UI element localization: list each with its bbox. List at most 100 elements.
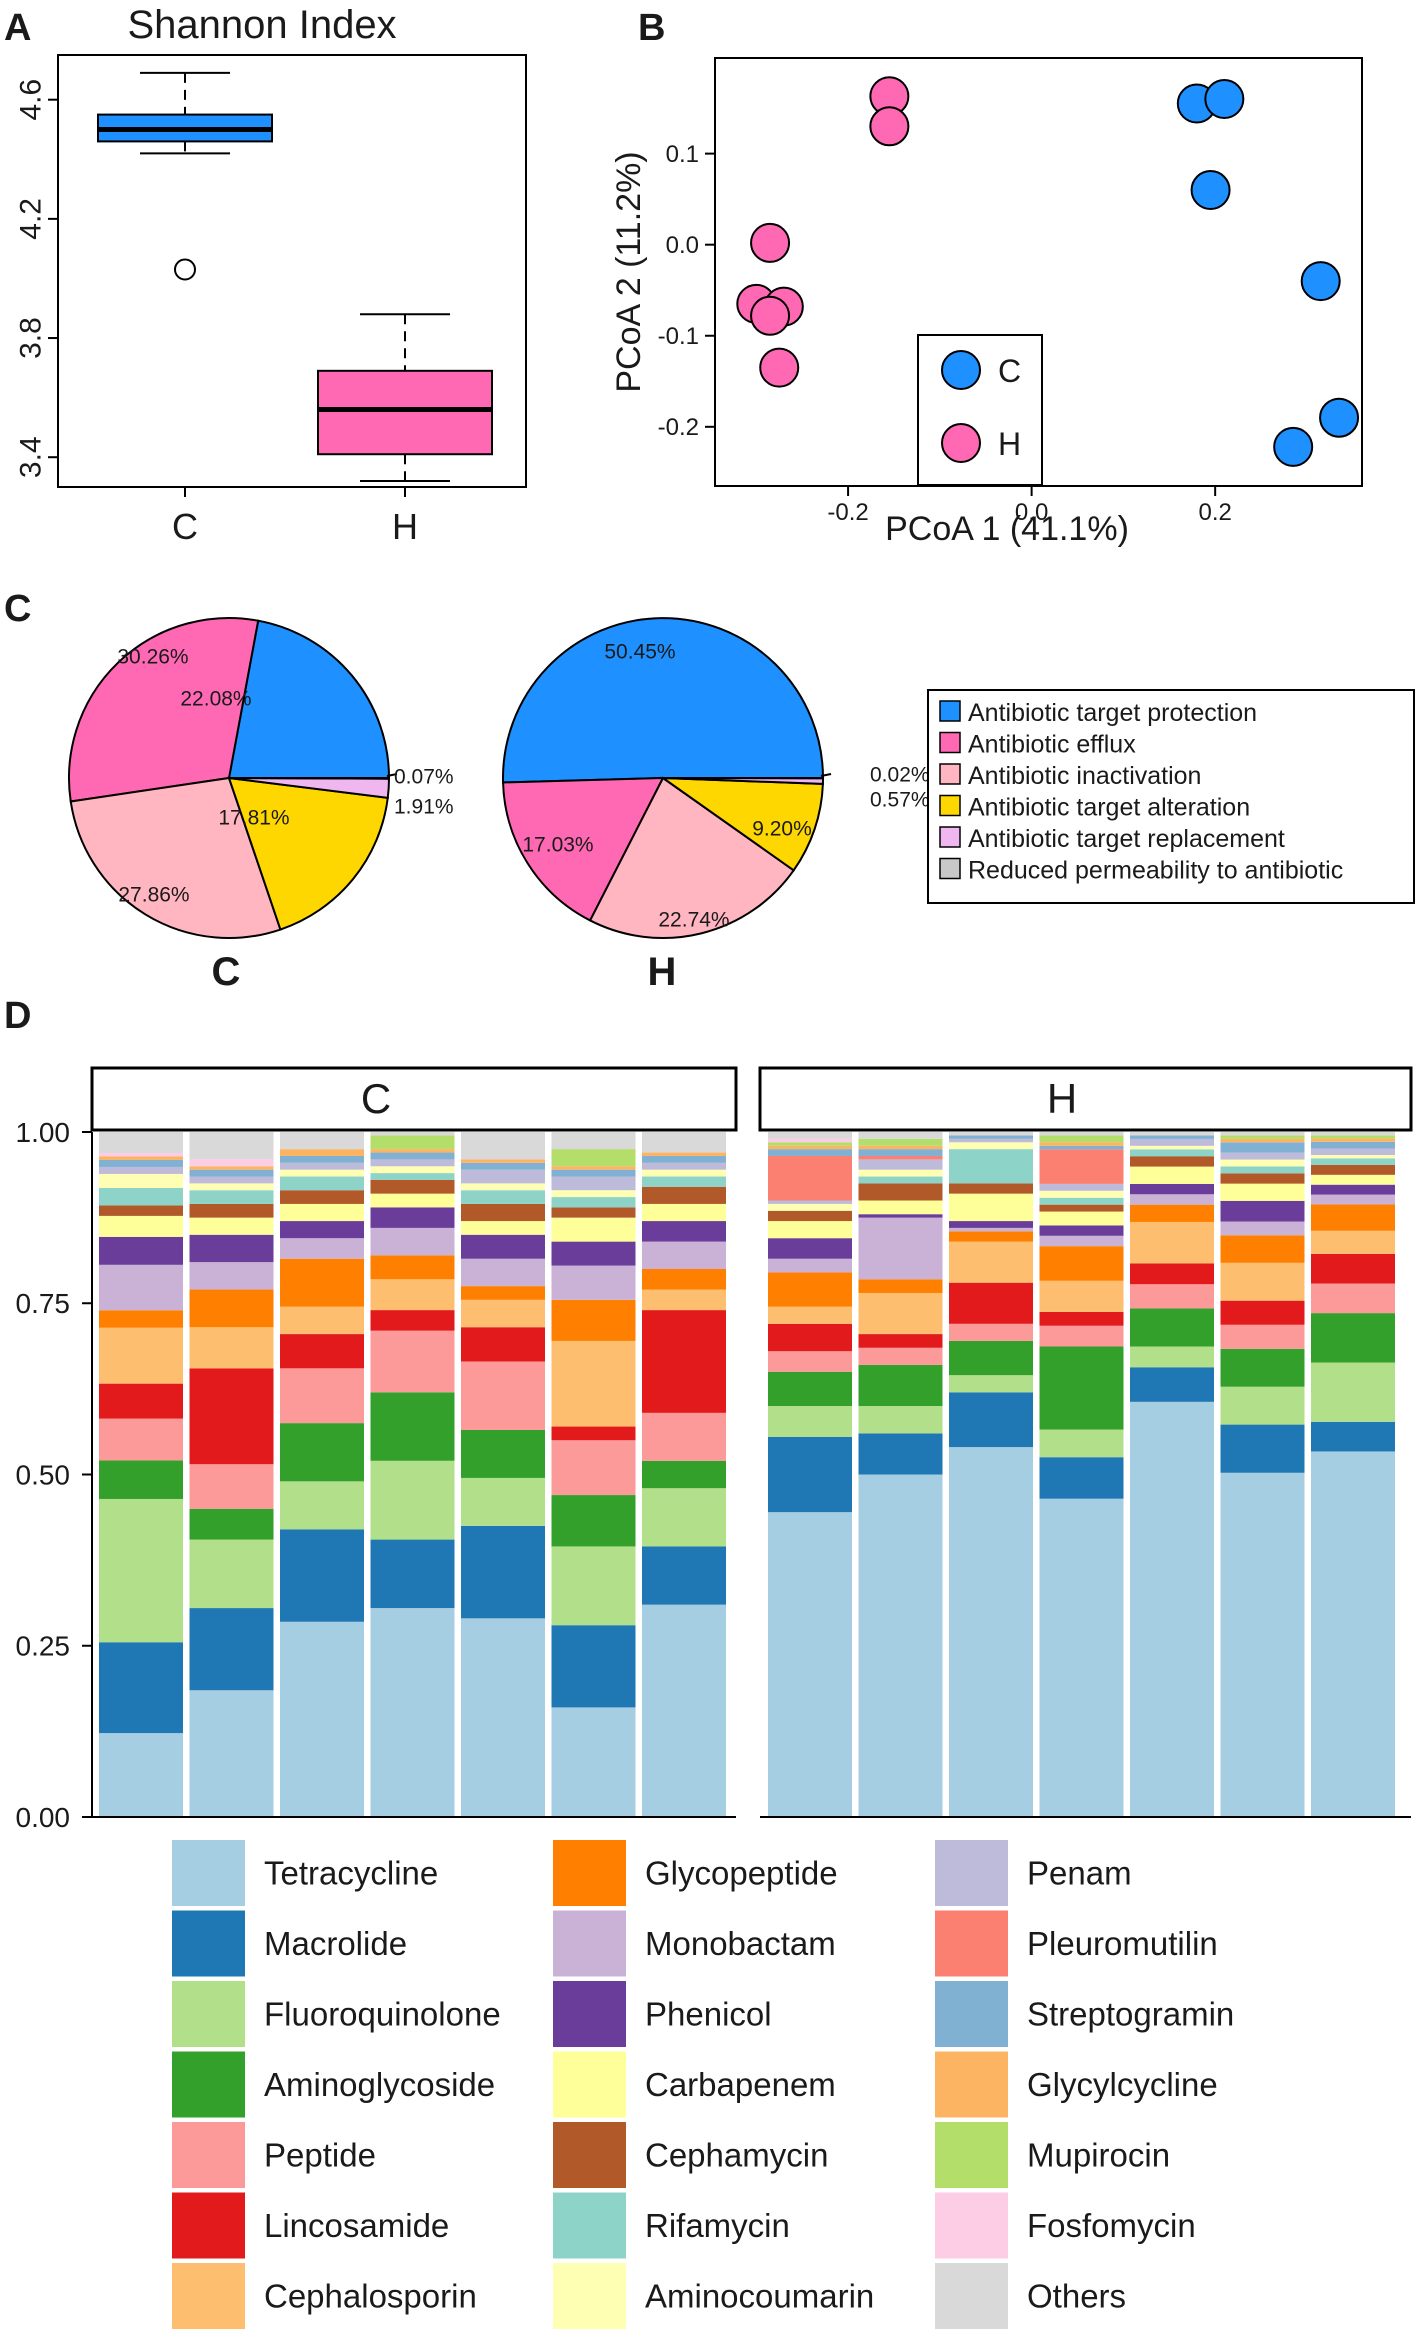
bar-h-segment: [1130, 1401, 1214, 1817]
facet-strip-c-label: C: [361, 1075, 391, 1122]
bar-h-segment: [1130, 1166, 1214, 1184]
bar-c-segment: [280, 1368, 364, 1424]
bar-h-segment: [949, 1241, 1033, 1283]
panel-b-x-tick-label: -0.2: [827, 499, 868, 526]
bar-c-segment: [99, 1383, 183, 1419]
bar-c-segment: [551, 1625, 636, 1708]
bar-c-segment: [461, 1190, 545, 1204]
panel-b-y-tick-label: -0.1: [658, 323, 699, 350]
bar-c-segment: [99, 1733, 183, 1817]
bar-h-segment: [949, 1135, 1033, 1139]
bar-c-segment: [99, 1264, 183, 1311]
panel-b-point-c: [1273, 426, 1314, 467]
bar-h-segment: [768, 1138, 852, 1143]
bar-h-segment: [1311, 1451, 1395, 1817]
bar-h-segment: [768, 1272, 852, 1307]
bar-c-segment: [370, 1392, 455, 1461]
bar-c-segment: [642, 1269, 726, 1290]
bar-h-segment: [1311, 1164, 1395, 1175]
bar-c-segment: [551, 1707, 636, 1817]
bar-h-segment: [949, 1282, 1033, 1324]
panel-a-box-h: [317, 369, 493, 456]
bar-c-segment: [280, 1162, 364, 1170]
bar-c-segment: [642, 1132, 726, 1153]
panel-c-legend-key: [939, 731, 961, 754]
bar-c-segment: [461, 1258, 545, 1287]
bar-h-segment: [768, 1203, 852, 1211]
bar-c-segment: [370, 1166, 455, 1174]
bar-h-segment: [858, 1292, 943, 1335]
bar-h-segment: [768, 1142, 852, 1146]
bar-c-segment: [461, 1618, 545, 1817]
bar-h-segment: [858, 1347, 943, 1365]
panel-d-legend-key: [935, 2122, 1008, 2188]
bar-c-segment: [642, 1460, 726, 1489]
bar-h-segment: [1039, 1235, 1124, 1247]
bar-c-segment: [99, 1166, 183, 1174]
bar-c-segment: [461, 1525, 545, 1619]
bar-c-segment: [370, 1255, 455, 1280]
bar-c-segment: [99, 1156, 183, 1160]
panel-b-legend-label-h: H: [998, 426, 1021, 462]
panel-c-legend-label: Reduced permeability to antibiotic: [968, 856, 1343, 884]
bar-c-segment: [551, 1299, 636, 1341]
bar-h-segment: [1220, 1138, 1305, 1143]
panel-d-legend-label: Glycopeptide: [645, 1855, 838, 1892]
bar-h-segment: [858, 1183, 943, 1201]
panel-a-title: Shannon Index: [127, 3, 396, 47]
bar-h-segment: [768, 1371, 852, 1406]
bar-h-segment: [949, 1323, 1033, 1341]
bar-h-segment: [858, 1176, 943, 1184]
panel-d-legend-label: Tetracycline: [264, 1855, 438, 1892]
bar-h-segment: [1130, 1221, 1214, 1264]
bar-c-segment: [551, 1217, 636, 1242]
bar-c-segment: [461, 1327, 545, 1362]
panel-c-legend-key: [939, 826, 961, 848]
bar-h-segment: [949, 1221, 1033, 1228]
bar-c-segment: [551, 1265, 636, 1300]
panel-c-legend-label: Antibiotic efflux: [968, 730, 1136, 758]
panel-b-point-c: [1204, 78, 1245, 119]
panel-d-legend-key: [172, 2192, 245, 2259]
panel-a-y-tick-label: 4.2: [15, 198, 48, 240]
bar-c-segment: [370, 1608, 455, 1817]
bar-h-segment: [1220, 1386, 1305, 1425]
panel-d-legend-key: [553, 2263, 626, 2329]
panel-b-legend-box: [917, 334, 1043, 486]
bar-c-segment: [461, 1299, 545, 1328]
pie-leader-line: [820, 773, 832, 777]
bar-c-segment: [370, 1179, 455, 1194]
bar-c-segment: [642, 1289, 726, 1311]
panel-d-legend-label: Rifamycin: [645, 2207, 790, 2244]
panel-d-legend-key: [172, 2051, 245, 2118]
panel-d-legend-key: [172, 1910, 245, 1977]
pie-c-slice: [69, 776, 282, 940]
pie-c-slice-label: 27.86%: [118, 883, 189, 906]
panel-d-y-tick-label: 0.25: [16, 1631, 71, 1662]
panel-a-y-tick-label: 3.8: [15, 317, 48, 359]
panel-c-legend-key: [939, 857, 961, 880]
panel-d-legend-key: [935, 2051, 1008, 2118]
bar-h-segment: [949, 1375, 1033, 1393]
pie-h-slice: [659, 776, 824, 872]
panel-d-legend-label: Phenicol: [645, 1996, 772, 2033]
panel-a-x-tick-label: H: [392, 506, 418, 547]
bar-c-segment: [551, 1440, 636, 1496]
panel-label-d: D: [4, 995, 31, 1037]
panel-d-legend-key: [553, 1981, 626, 2047]
bar-h-segment: [1220, 1183, 1305, 1201]
panel-d-legend-label: Streptogramin: [1027, 1996, 1234, 2033]
panel-d-legend-key: [172, 2263, 245, 2329]
bar-c-segment: [642, 1546, 726, 1605]
panel-d-y-tick-label: 1.00: [16, 1117, 71, 1148]
bar-h-segment: [1039, 1145, 1124, 1150]
bar-h-segment: [1130, 1132, 1214, 1136]
bar-h-segment: [768, 1323, 852, 1352]
panel-d-legend-key: [172, 2122, 245, 2188]
panel-b-x-axis-label: PCoA 1 (41.1%): [885, 510, 1129, 548]
bar-h-segment: [1220, 1152, 1305, 1160]
panel-d-legend-key: [935, 1981, 1008, 2047]
bar-c-segment: [461, 1477, 545, 1526]
bar-h-segment: [1130, 1284, 1214, 1309]
bar-h-segment: [768, 1258, 852, 1273]
